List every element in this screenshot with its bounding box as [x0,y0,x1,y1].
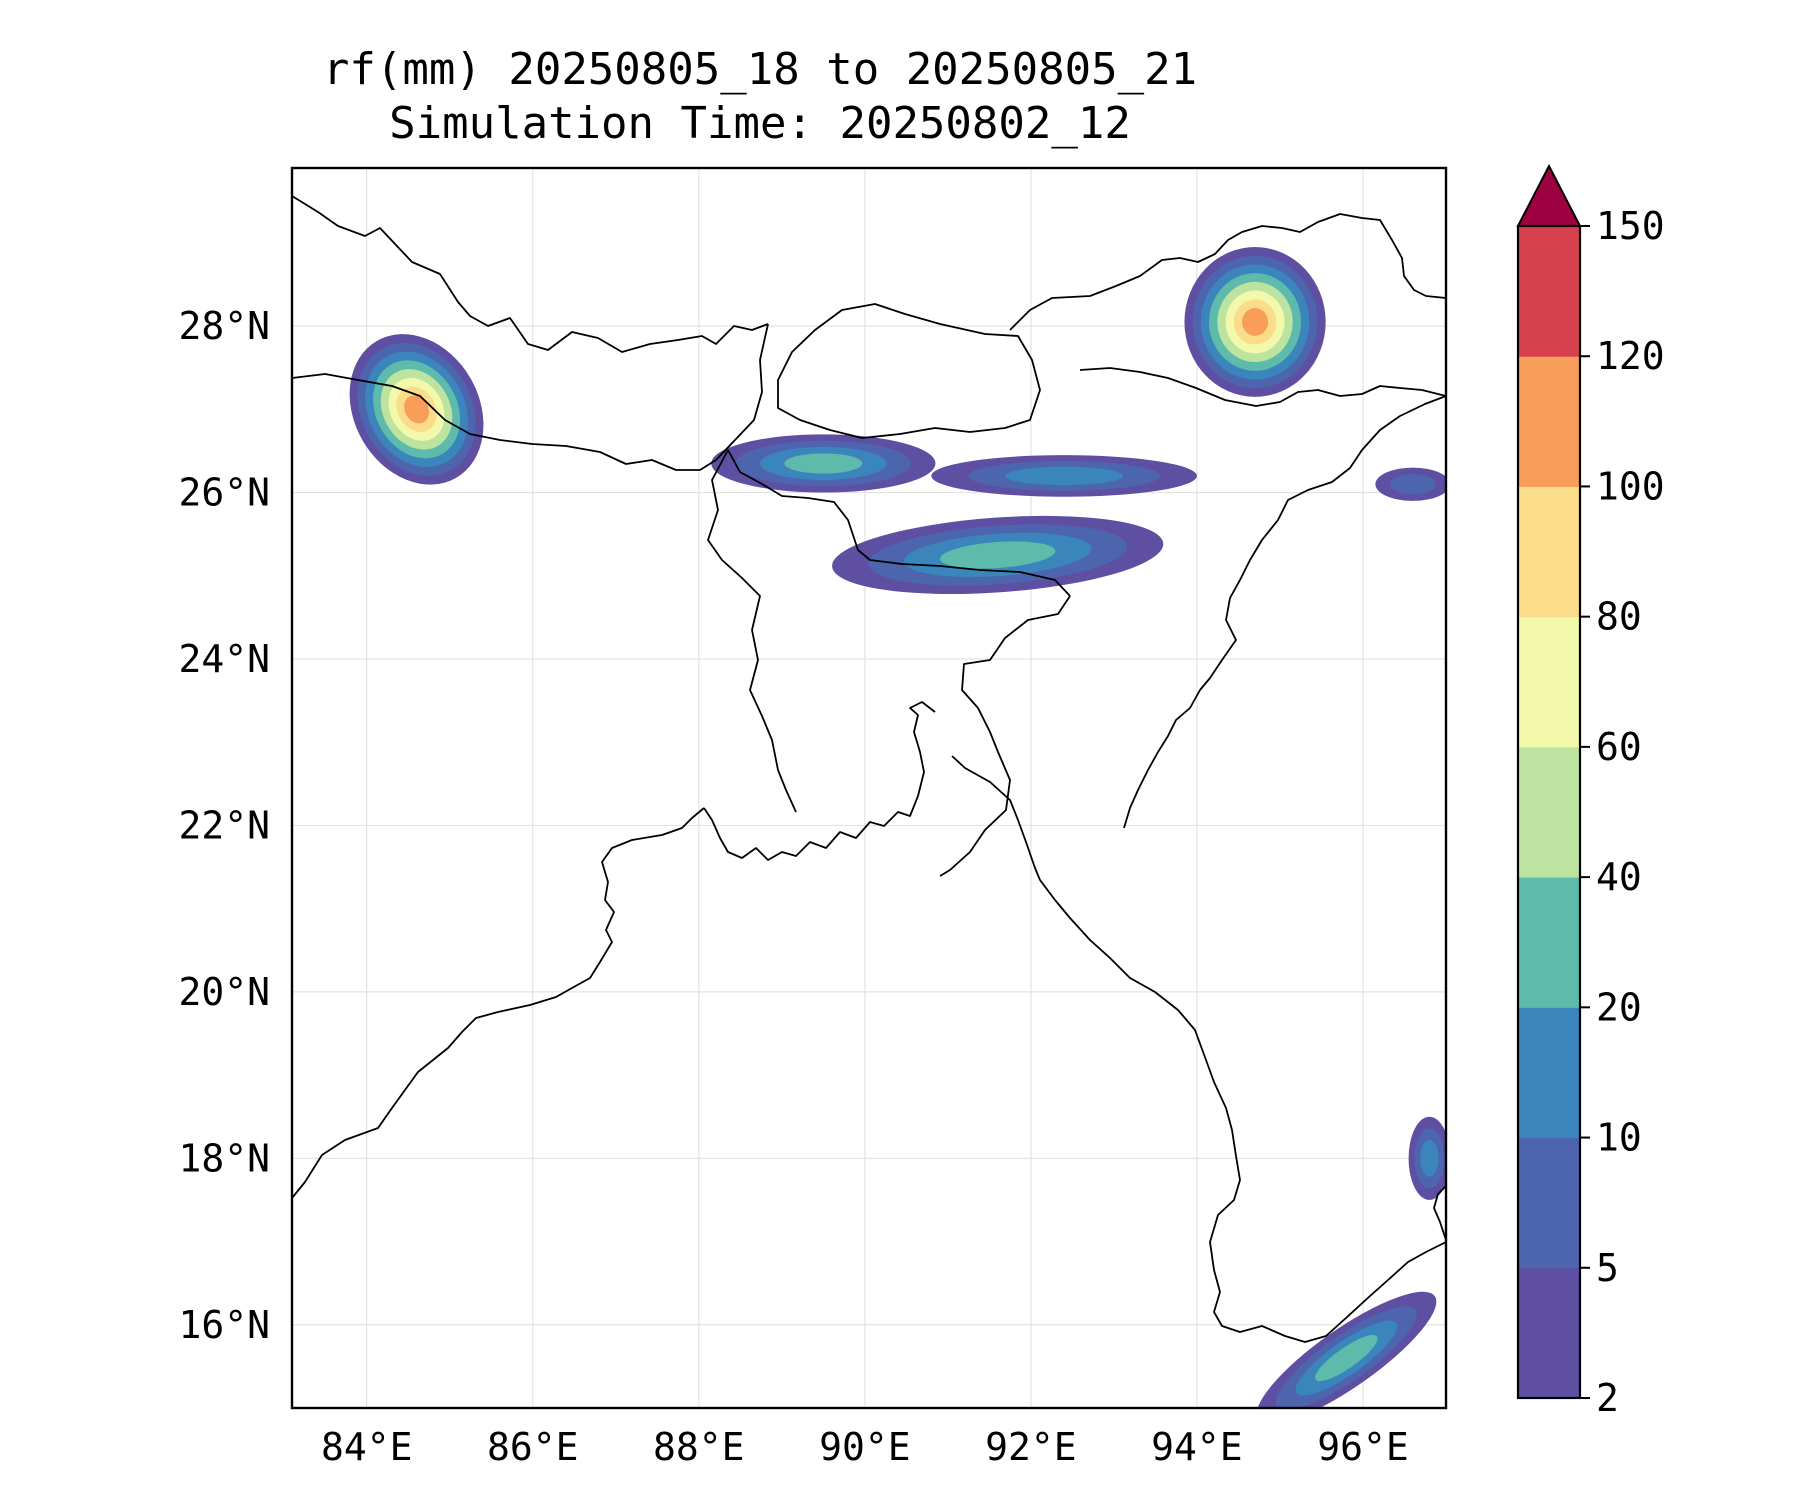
bangladesh-east-border [939,595,1071,877]
rain-contour-band [1389,474,1436,495]
bangladesh-coastline [703,701,936,861]
rain-cell-myanmar-east [1408,1116,1446,1200]
colorbar-tick-label: 80 [1596,595,1642,639]
y-tick-label: 28°N [178,304,270,348]
colorbar-tick-label: 60 [1596,725,1642,769]
rain-cell-east-border [1375,467,1446,501]
y-tick-label: 24°N [178,637,270,681]
x-tick-label: 88°E [653,1425,745,1469]
myanmar-india-border [1123,395,1446,829]
rain-cell-bhutan-north [711,434,936,493]
longitude-ticks: 84°E 86°E 88°E 90°E 92°E 94°E 96°E [321,1425,1409,1469]
colorbar-extend-arrow [1516,163,1582,227]
colorbar-tick-label: 100 [1596,464,1665,508]
y-tick-label: 26°N [178,471,270,515]
x-tick-label: 84°E [321,1425,413,1469]
gridlines [292,168,1446,1408]
nepal-north-border [292,195,769,353]
rain-cell-arunachal [1184,247,1326,397]
y-tick-label: 16°N [178,1303,270,1347]
rain-contour-band [784,453,863,474]
rain-contour-band [404,395,429,424]
nepal-east-border [715,323,769,461]
colorbar-tick-label: 150 [1596,204,1665,248]
west-bengal-border [727,449,1071,597]
bhutan-border [777,303,1041,439]
colorbar-tick-label: 20 [1596,985,1642,1029]
colorbar-tick-label: 2 [1596,1376,1619,1420]
map-frame [290,166,1448,1410]
rain-contour-band [1420,1139,1439,1177]
colorbar-tick-label: 10 [1596,1116,1642,1160]
x-tick-label: 92°E [985,1425,1077,1469]
myanmar-coastline [951,755,1446,1343]
colorbar-segment [1518,1007,1580,1139]
colorbar-segment [1518,486,1580,618]
colorbar-segment [1518,616,1580,748]
rainfall-field [349,247,1446,1408]
rain-cell-nepal-west [349,334,484,485]
india-east-coastline [292,807,705,1199]
map-axes [290,166,1448,1410]
rain-cell-assam-band [931,455,1197,497]
coastlines-and-borders [292,195,1446,1343]
colorbar-segment [1518,1267,1580,1399]
x-tick-label: 96°E [1317,1425,1409,1469]
colorbar-frame [1516,224,1582,1400]
colorbar-segment [1518,356,1580,487]
colorbar-segment [1518,1137,1580,1269]
colorbar: 2 5 10 20 40 60 80 100 120 150 [1516,163,1665,1420]
nepal-south-border [292,373,717,471]
rain-cell-myanmar-coast [1256,1291,1437,1408]
colorbar-segment [1518,877,1580,1008]
arunachal-north-border [1009,213,1446,331]
rain-contour-band [1005,466,1124,486]
y-tick-label: 20°N [178,970,270,1014]
colorbar-tick-label: 40 [1596,855,1642,899]
colorbar-segment [1518,746,1580,878]
colorbar-tick-label: 5 [1596,1246,1619,1290]
rain-contour-band [1315,1335,1378,1382]
y-tick-label: 18°N [178,1136,270,1180]
rain-contour-band [1241,308,1269,336]
x-tick-label: 94°E [1151,1425,1243,1469]
x-tick-label: 86°E [487,1425,579,1469]
y-tick-label: 22°N [178,803,270,847]
rain-cell-meghalaya [832,515,1164,595]
assam-border [1079,367,1446,407]
map-title-line-1: rf(mm) 20250805_18 to 20250805_21 [322,44,1198,95]
x-tick-label: 90°E [819,1425,911,1469]
colorbar-tick-label: 120 [1596,334,1665,378]
map-title-line-2: Simulation Time: 20250802_12 [389,98,1131,149]
colorbar-segment [1518,226,1580,357]
myanmar-thailand-border [1433,1185,1446,1241]
bangladesh-west-border [707,449,797,813]
rain-contour-band [940,541,1056,569]
latitude-ticks: 16°N 18°N 20°N 22°N 24°N 26°N 28°N [178,304,270,1347]
